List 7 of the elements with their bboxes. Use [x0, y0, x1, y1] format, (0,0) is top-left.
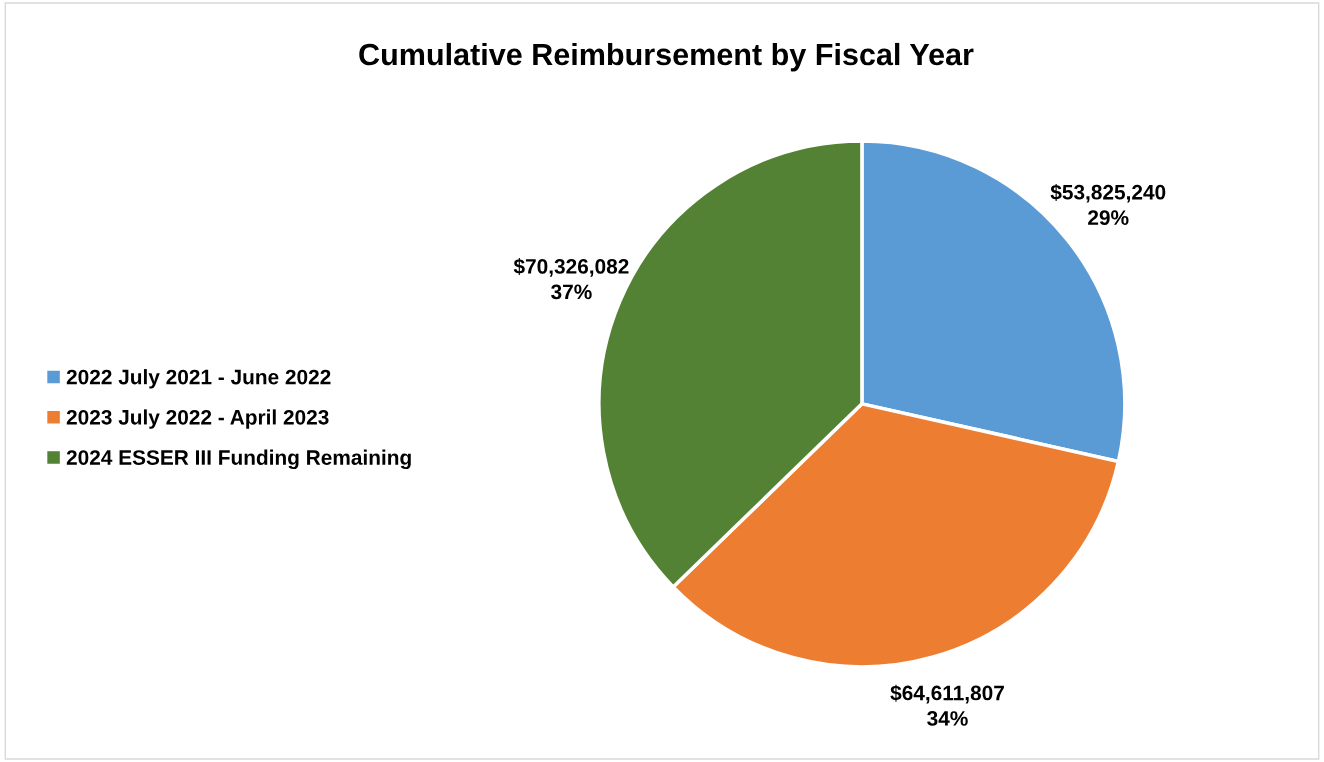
data-label: $53,825,240 29% [1050, 183, 1166, 226]
data-label: $64,611,807 34% [890, 684, 1004, 726]
legend-label: 2022 July 2021 - June 2022 [66, 369, 331, 389]
chart-title: Cumulative Reimbursement by Fiscal Year [359, 42, 974, 72]
legend-label: 2024 ESSER III Funding Remaining [66, 449, 411, 470]
data-label: $70,326,082 37% [513, 258, 629, 300]
legend-label: 2023 July 2022 - April 2023 [66, 409, 329, 429]
